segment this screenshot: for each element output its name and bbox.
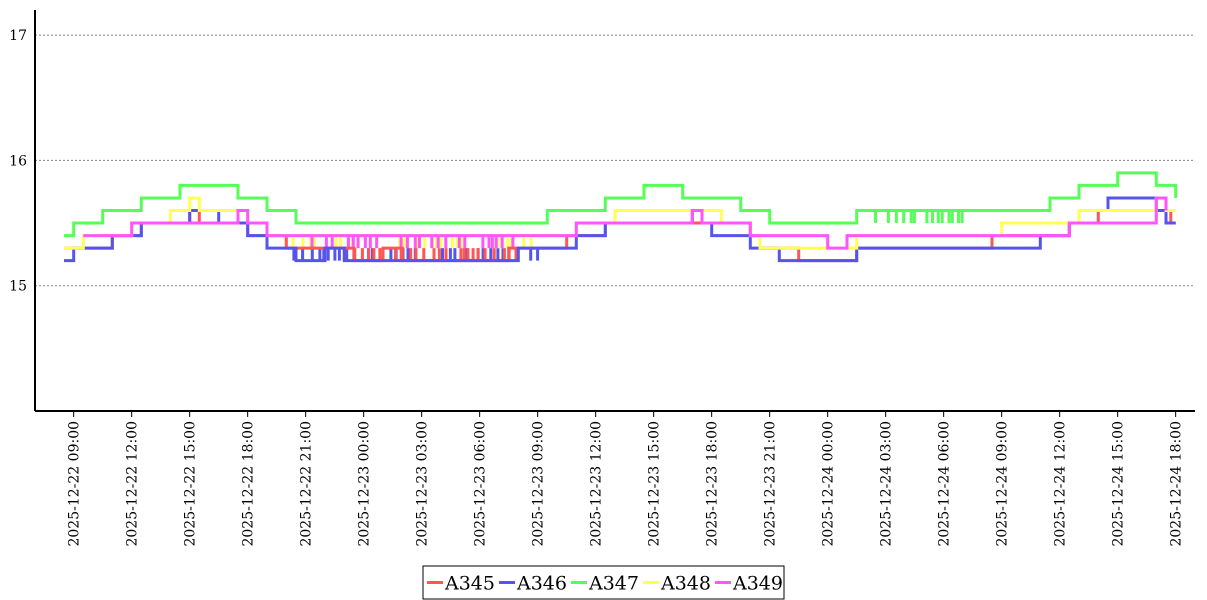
y-tick-labels: 15 16 17 bbox=[9, 28, 27, 295]
x-tick-label: 2025-12-22 15:00 bbox=[183, 421, 199, 547]
legend: A345 A346 A347 A348 A349 bbox=[422, 565, 785, 600]
series-line-A346 bbox=[64, 196, 1176, 263]
legend-label-A347: A347 bbox=[588, 573, 639, 595]
x-tick-label: 2025-12-24 18:00 bbox=[1169, 421, 1185, 547]
x-tick-label: 2025-12-24 12:00 bbox=[1053, 421, 1069, 547]
series-lines bbox=[64, 171, 1178, 263]
y-grid bbox=[35, 34, 1195, 287]
legend-label-A349: A349 bbox=[732, 573, 783, 595]
x-tick-label: 2025-12-23 21:00 bbox=[763, 421, 779, 547]
noise-band-A347 bbox=[874, 210, 964, 223]
x-tick-label: 2025-12-22 21:00 bbox=[299, 421, 315, 547]
x-tick-label: 2025-12-23 15:00 bbox=[647, 421, 663, 547]
x-tick-label: 2025-12-23 03:00 bbox=[415, 421, 431, 547]
x-tick-label: 2025-12-24 06:00 bbox=[937, 421, 953, 547]
x-tick-label: 2025-12-23 18:00 bbox=[705, 421, 721, 547]
series-line-A349 bbox=[83, 196, 1168, 250]
x-tick-label: 2025-12-23 09:00 bbox=[531, 421, 547, 547]
x-tick-label: 2025-12-22 09:00 bbox=[67, 421, 83, 547]
x-tick-label: 2025-12-23 06:00 bbox=[473, 421, 489, 547]
axes bbox=[34, 10, 1195, 417]
legend-label-A346: A346 bbox=[516, 573, 567, 595]
legend-label-A348: A348 bbox=[660, 573, 711, 595]
y-tick-label: 15 bbox=[9, 279, 27, 295]
x-tick-label: 2025-12-22 18:00 bbox=[241, 421, 257, 547]
x-tick-label: 2025-12-23 12:00 bbox=[589, 421, 605, 547]
x-tick-labels: 2025-12-22 09:00 2025-12-22 12:00 2025-12-… bbox=[67, 421, 1185, 547]
x-tick-label: 2025-12-24 09:00 bbox=[995, 421, 1011, 547]
x-tick-label: 2025-12-22 12:00 bbox=[125, 421, 141, 547]
y-tick-label: 17 bbox=[9, 28, 27, 44]
x-tick-label: 2025-12-24 03:00 bbox=[879, 421, 895, 547]
y-tick-label: 16 bbox=[9, 153, 27, 169]
x-tick-label: 2025-12-24 00:00 bbox=[821, 421, 837, 547]
series-line-A347 bbox=[64, 171, 1178, 238]
x-tick-label: 2025-12-24 15:00 bbox=[1111, 421, 1127, 547]
legend-label-A345: A345 bbox=[444, 573, 495, 595]
noise-band-A349 bbox=[310, 235, 515, 249]
x-tick-label: 2025-12-23 00:00 bbox=[357, 421, 373, 547]
